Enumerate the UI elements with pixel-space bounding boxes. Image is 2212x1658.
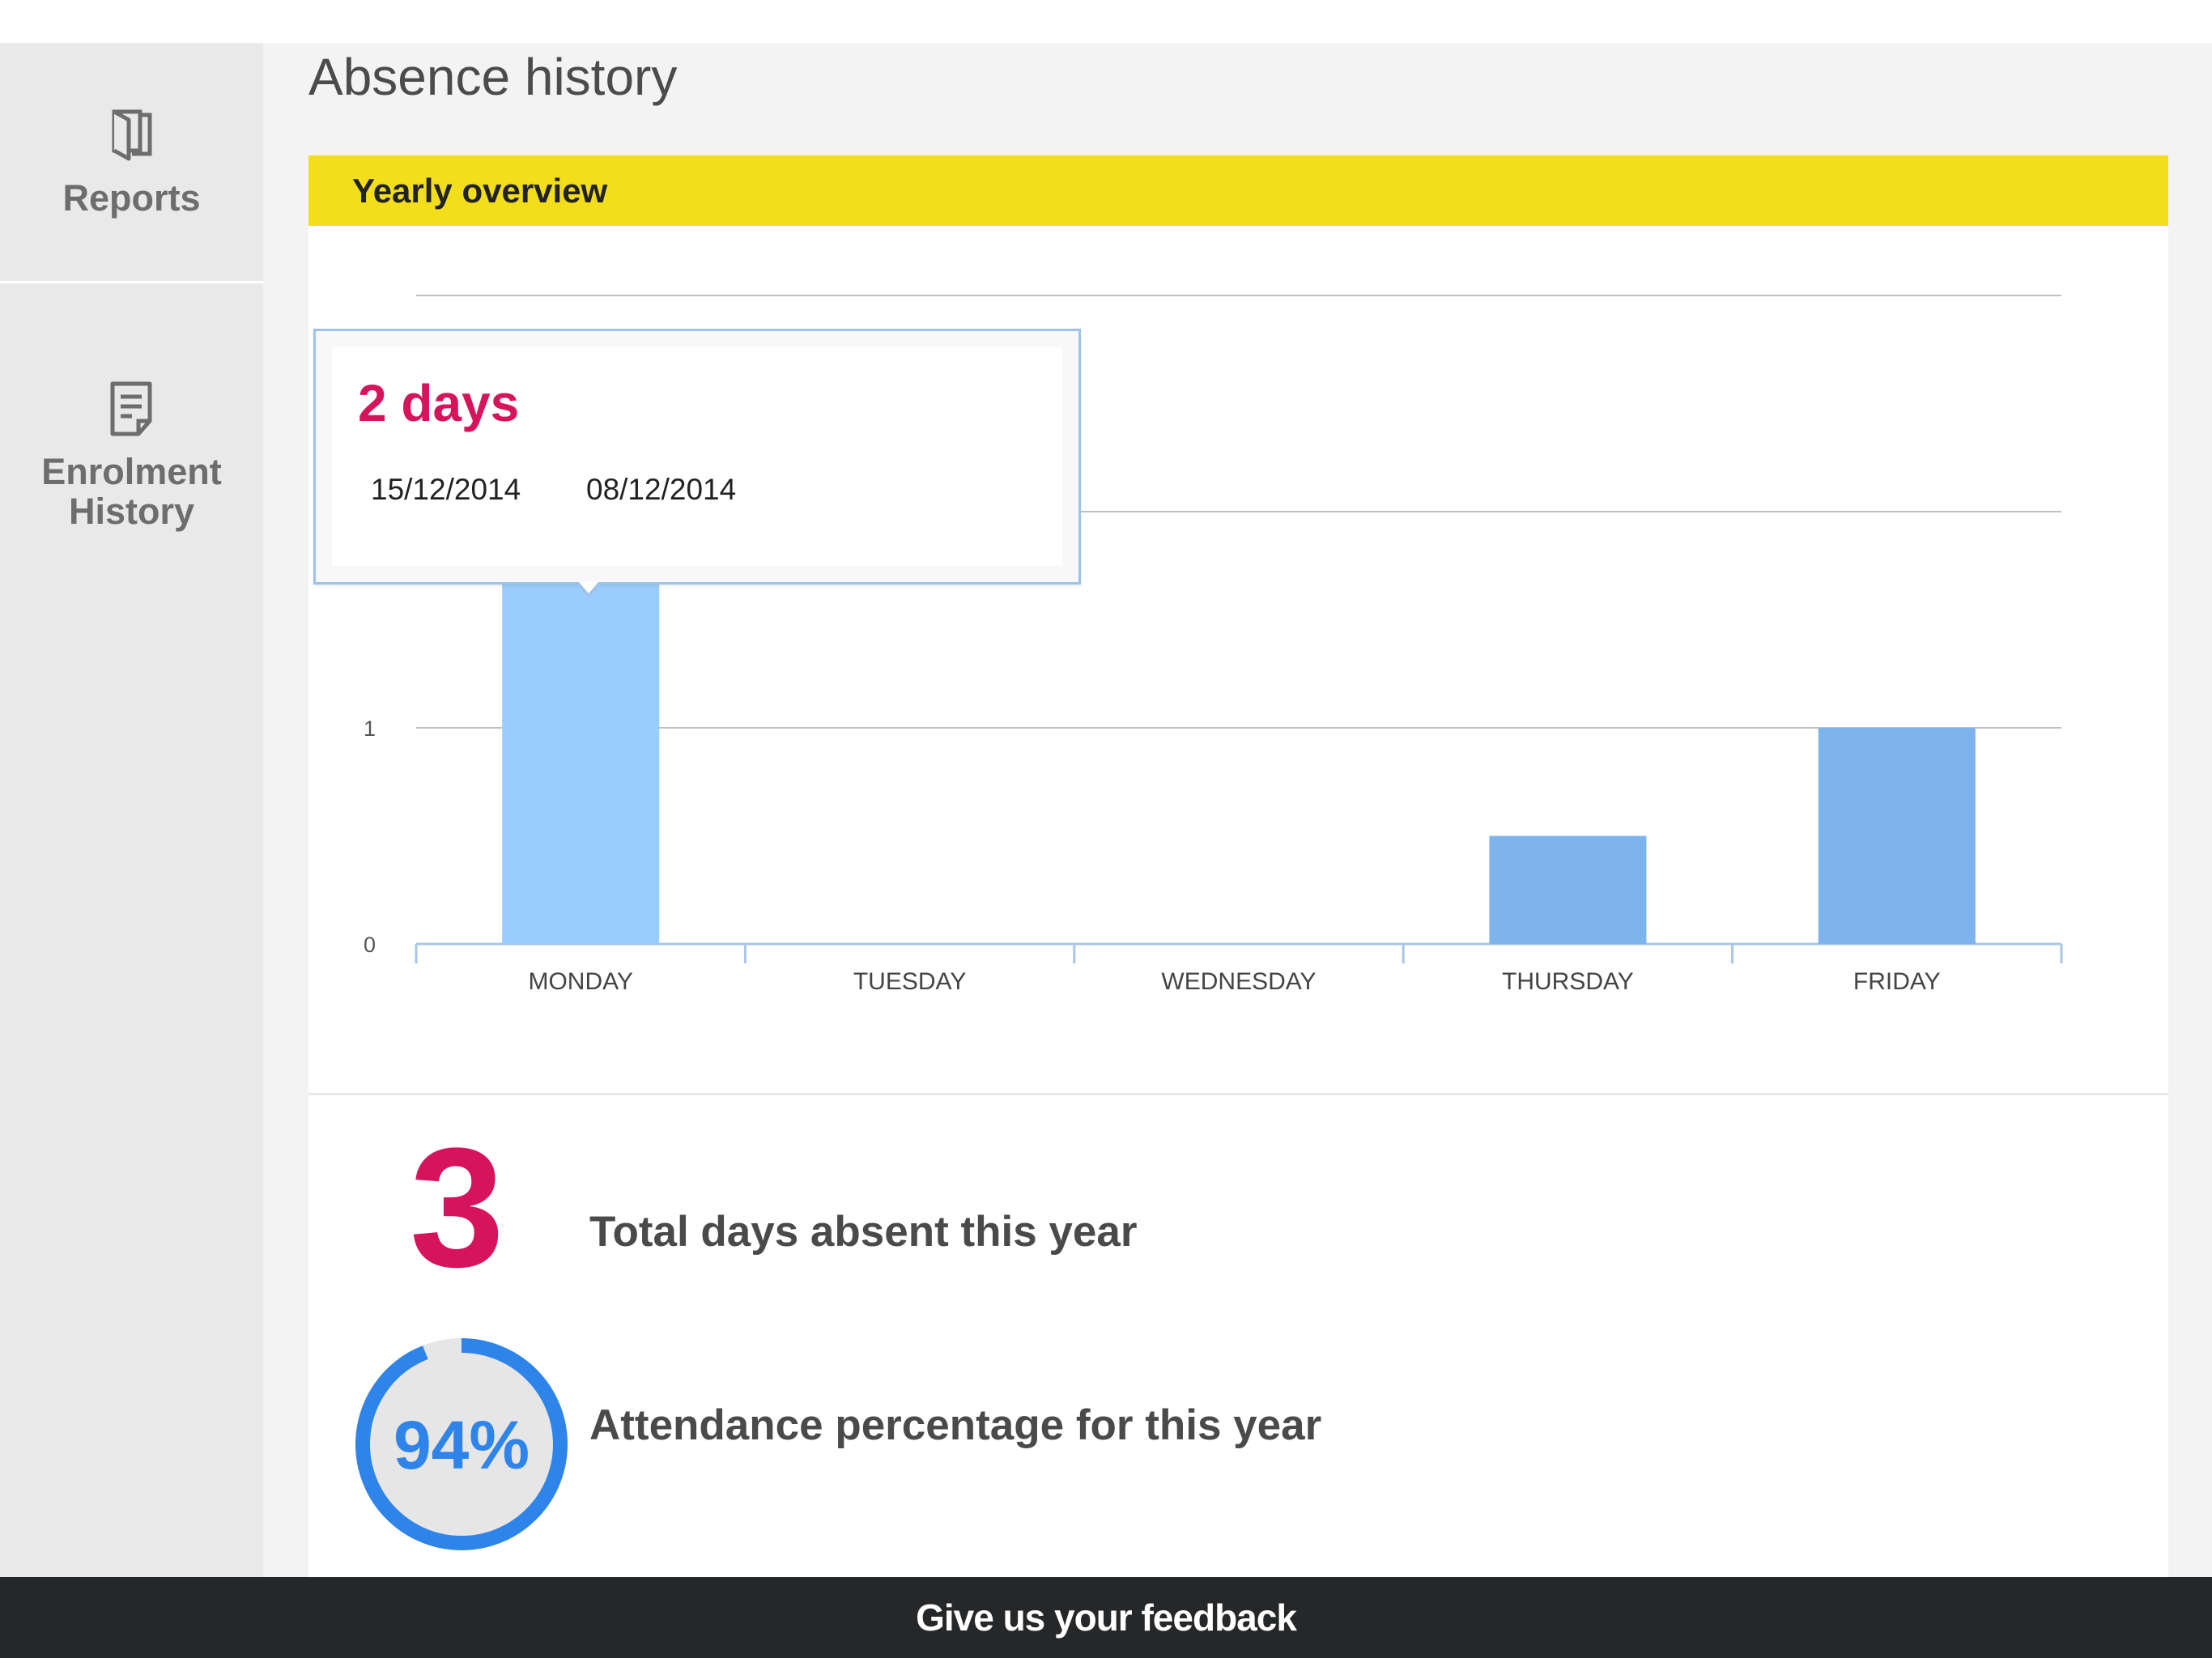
page-title: Absence history — [308, 48, 678, 106]
x-tick-label: WEDNESDAY — [1161, 968, 1316, 995]
y-tick-label: 1 — [364, 716, 376, 741]
document-icon — [110, 381, 151, 436]
sidebar: Reports Enrolment History — [0, 43, 263, 1577]
attendance-label: Attendance percentage for this year — [589, 1401, 1322, 1449]
attendance-value: 94% — [393, 1407, 530, 1483]
x-tick-label: FRIDAY — [1853, 968, 1941, 995]
card-header: Yearly overview — [308, 155, 2168, 226]
sidebar-gutter — [263, 43, 269, 1577]
feedback-label: Give us your feedback — [916, 1596, 1297, 1639]
tooltip-body — [332, 347, 1062, 566]
absence-bar-chart: 012MONDAYTUESDAYWEDNESDAYTHURSDAYFRIDAY — [364, 295, 2063, 995]
attendance-ring-center — [363, 1346, 560, 1543]
tooltip-date: 08/12/2014 — [586, 473, 737, 506]
top-bar — [0, 0, 2212, 43]
x-tick-label: TUESDAY — [853, 968, 966, 995]
days-absent-label: Total days absent this year — [589, 1208, 1138, 1256]
book-icon — [112, 109, 151, 160]
sidebar-item-reports[interactable]: Reports — [0, 43, 263, 283]
sidebar-item-label: Reports — [62, 176, 201, 219]
tooltip-date: 15/12/2014 — [371, 473, 521, 506]
attendance-ring: 94% — [355, 1338, 568, 1550]
days-absent-value: 3 — [410, 1112, 504, 1303]
tooltip-pointer-fill — [578, 581, 599, 593]
feedback-button[interactable]: Give us your feedback — [0, 1577, 2212, 1658]
attendance-ring-arc — [355, 1338, 568, 1550]
yearly-overview-card: Yearly overview 012MONDAYTUESDAYWEDNESDA… — [308, 155, 2168, 1580]
main-content: Absence history Yearly overview 012MONDA… — [269, 43, 2212, 1580]
chart-tooltip: 2 days 15/12/2014 08/12/2014 — [313, 329, 1081, 585]
divider — [308, 1093, 2168, 1095]
x-tick-label: MONDAY — [528, 968, 632, 995]
bar-thursday — [1489, 835, 1647, 944]
x-tick-label: THURSDAY — [1502, 968, 1634, 995]
sidebar-item-label-line2: History — [68, 491, 195, 532]
bar-friday — [1818, 728, 1976, 944]
sidebar-item-label: Enrolment — [41, 451, 222, 492]
sidebar-item-enrolment-history[interactable]: Enrolment History — [0, 286, 263, 626]
y-tick-label: 0 — [364, 933, 376, 957]
tooltip-value: 2 days — [358, 374, 520, 432]
